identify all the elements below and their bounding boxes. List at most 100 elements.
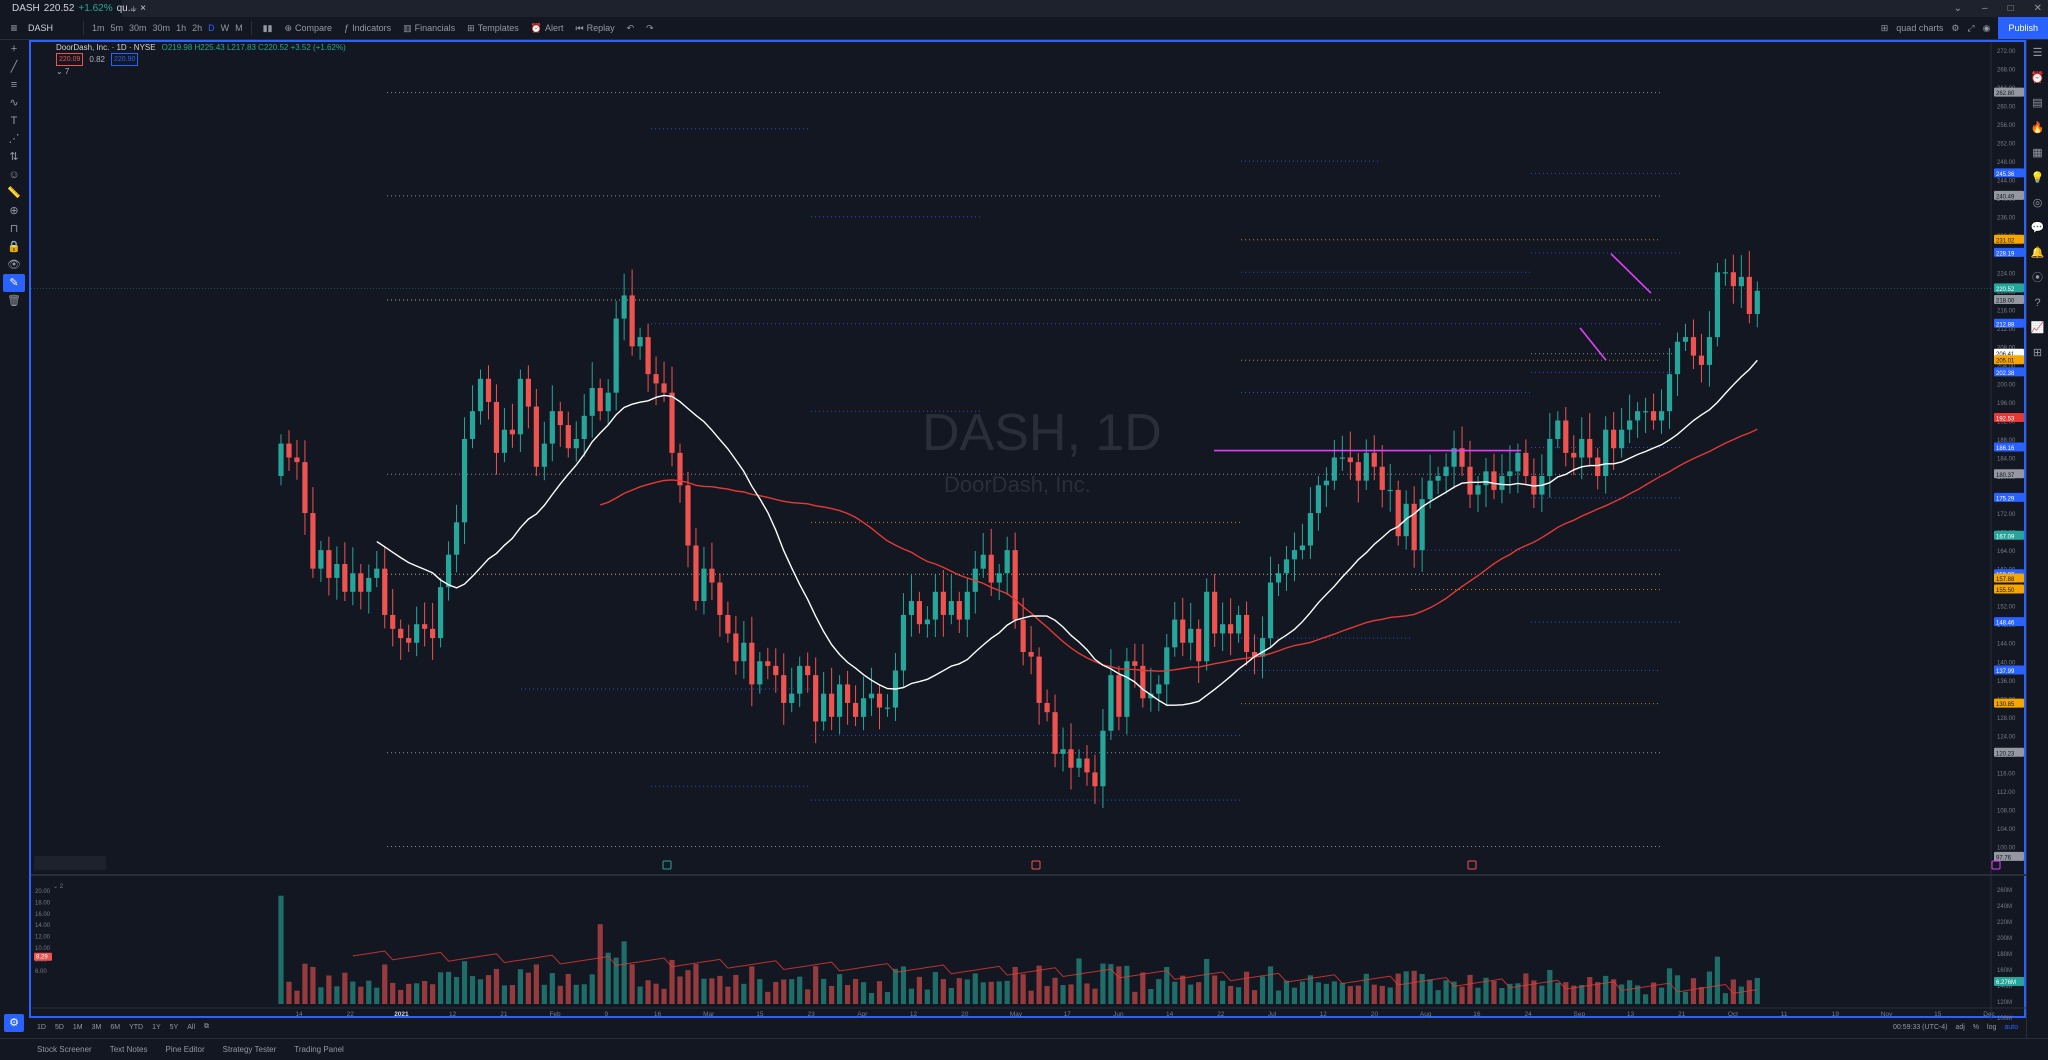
goto-date-icon[interactable]: ⧉	[204, 1023, 210, 1030]
timeframe-1h-4[interactable]: 1h	[176, 23, 187, 33]
candle-body	[1283, 559, 1290, 574]
eye-icon[interactable]: 👁	[7, 259, 21, 271]
trash-icon[interactable]: 🗑	[7, 295, 21, 307]
indicators-button[interactable]: ƒ Indicators	[338, 23, 397, 33]
timeframe-w-7[interactable]: W	[220, 23, 230, 33]
object-tree-icon[interactable]: ⚙	[4, 1014, 24, 1032]
range-1m[interactable]: 1M	[72, 1023, 83, 1031]
notifications-icon[interactable]: 🔔	[2030, 247, 2045, 259]
alerts-icon[interactable]: ⏰	[2030, 72, 2045, 84]
timeframe-5m-1[interactable]: 5m	[110, 23, 124, 33]
timeframe-1m-0[interactable]: 1m	[92, 23, 105, 33]
fullscreen-icon[interactable]: ⤢	[1967, 22, 1975, 33]
timeframe-2h-5[interactable]: 2h	[192, 23, 203, 33]
calendar-icon[interactable]: ▦	[2032, 147, 2043, 159]
brush-icon[interactable]: ∿	[9, 97, 19, 109]
range-5y[interactable]: 5Y	[169, 1023, 179, 1031]
watchlist-icon[interactable]: ☰	[2032, 47, 2043, 59]
redo-button[interactable]: ↷	[646, 22, 654, 33]
financials-button[interactable]: ▥ Financials	[397, 23, 461, 34]
fib-icon[interactable]: ≡	[10, 79, 18, 91]
symbol-search[interactable]: DASH	[28, 23, 54, 33]
price-chart[interactable]: 272.00268.00264.00260.00256.00252.00248.…	[31, 42, 2026, 1020]
candle-body	[1331, 457, 1337, 481]
range-6m[interactable]: 6M	[110, 1023, 121, 1031]
alert-button[interactable]: ⏰ Alert	[525, 23, 570, 34]
log-toggle[interactable]: log	[1987, 1023, 1997, 1031]
streams-icon[interactable]: ◎	[2032, 197, 2043, 209]
lock-icon[interactable]: 🔒	[7, 241, 21, 253]
candle-type-button[interactable]: ▮▮	[262, 22, 273, 33]
candle-body	[1116, 675, 1122, 717]
replay-button[interactable]: ⏮ Replay	[569, 23, 620, 34]
magnet-icon[interactable]: ⊓	[9, 223, 19, 235]
forecast-icon[interactable]: ⇅	[9, 151, 19, 163]
range-5d[interactable]: 5D	[54, 1023, 64, 1031]
price-label: 231.02	[1996, 238, 2015, 244]
volume-bar	[725, 986, 731, 1004]
publish-button[interactable]: Publish	[1998, 17, 2048, 39]
range-1y[interactable]: 1Y	[152, 1023, 161, 1031]
percent-toggle[interactable]: %	[1972, 1023, 1980, 1031]
range-ytd[interactable]: YTD	[129, 1023, 144, 1031]
maximize-icon[interactable]: □	[2007, 3, 2014, 14]
timeframe-d-6[interactable]: D	[208, 23, 215, 33]
range-3m[interactable]: 3M	[91, 1023, 102, 1031]
minimize-icon[interactable]: –	[1982, 3, 1988, 14]
data-window-icon[interactable]: ▤	[2032, 97, 2043, 109]
panel-pine-editor[interactable]: Pine Editor	[165, 1045, 205, 1054]
pattern-icon[interactable]: ⋰	[8, 133, 20, 145]
timeframe-30m-2[interactable]: 30m	[129, 23, 147, 33]
layout-name[interactable]: quad charts	[1896, 23, 1944, 33]
timeframe-m-8[interactable]: M	[235, 23, 243, 33]
new-tab-button[interactable]: +	[130, 1, 138, 16]
auto-toggle[interactable]: auto	[2004, 1023, 2018, 1031]
chart-tab[interactable]: DASH 220.52 +1.62% qu... ×	[0, 0, 146, 17]
range-1d[interactable]: 1D	[37, 1023, 46, 1031]
volume-bar	[326, 975, 332, 1004]
grid-icon[interactable]: ⊞	[2032, 347, 2043, 359]
candle-body	[1499, 476, 1505, 490]
close-tab-icon[interactable]: ×	[140, 3, 146, 14]
menu-icon[interactable]: ≡	[10, 21, 18, 35]
stay-drawing-icon[interactable]: ✎	[3, 274, 25, 292]
panel-strategy-tester[interactable]: Strategy Tester	[222, 1045, 277, 1054]
timeframe-30m-3[interactable]: 30m	[152, 23, 171, 33]
ideas-icon[interactable]: 💡	[2030, 172, 2045, 184]
zoom-icon[interactable]: ⊕	[9, 205, 19, 217]
panel-stock-screener[interactable]: Stock Screener	[37, 1045, 92, 1054]
range-all[interactable]: All	[187, 1023, 196, 1031]
legend-collapse-button[interactable]: ⌄ 7	[56, 67, 70, 76]
undo-button[interactable]: ↶	[626, 22, 635, 33]
layout-grid-icon[interactable]: ⊞	[1880, 22, 1889, 33]
candle-body	[1754, 290, 1760, 314]
text-icon[interactable]: T	[10, 115, 18, 127]
legend-ma1-value: 220.09	[56, 53, 84, 66]
settings-gear-icon[interactable]: ⚙	[1951, 22, 1960, 33]
crosshair-icon[interactable]: +	[10, 43, 18, 55]
candle-body	[1132, 661, 1138, 666]
broadcast-icon[interactable]: ⦿	[2032, 272, 2043, 284]
time-axis-label: 14	[1166, 1011, 1174, 1018]
volume-right-tick: 100M	[1997, 1016, 2012, 1020]
trendline-icon[interactable]: ╱	[10, 61, 18, 73]
panel-trading-panel[interactable]: Trading Panel	[294, 1045, 344, 1054]
templates-button[interactable]: ⊞ Templates	[461, 23, 525, 34]
panel-text-notes[interactable]: Text Notes	[109, 1045, 148, 1054]
chat-icon[interactable]: 💬	[2030, 222, 2045, 234]
chevron-down-icon[interactable]: ⌄	[1953, 3, 1962, 14]
hotlist-icon[interactable]: 🔥	[2030, 122, 2045, 134]
price-label-bg	[1994, 442, 2024, 452]
close-icon[interactable]: ✕	[2033, 3, 2042, 14]
chart-icon[interactable]: 📈	[2030, 322, 2045, 334]
time-axis-label: 13	[1627, 1011, 1635, 1018]
adj-toggle[interactable]: adj	[1955, 1023, 1965, 1031]
candle-body	[884, 707, 891, 709]
help-icon[interactable]: ?	[2034, 297, 2041, 309]
legend-title[interactable]: DoorDash, Inc. · 1D · NYSE	[56, 43, 156, 52]
camera-icon[interactable]: ◉	[1982, 22, 1991, 33]
price-tick-label: 128.00	[1997, 716, 2016, 722]
ruler-icon[interactable]: 📏	[7, 187, 21, 199]
compare-button[interactable]: ⊕ Compare	[279, 23, 339, 34]
icons-icon[interactable]: ☺	[8, 169, 20, 181]
